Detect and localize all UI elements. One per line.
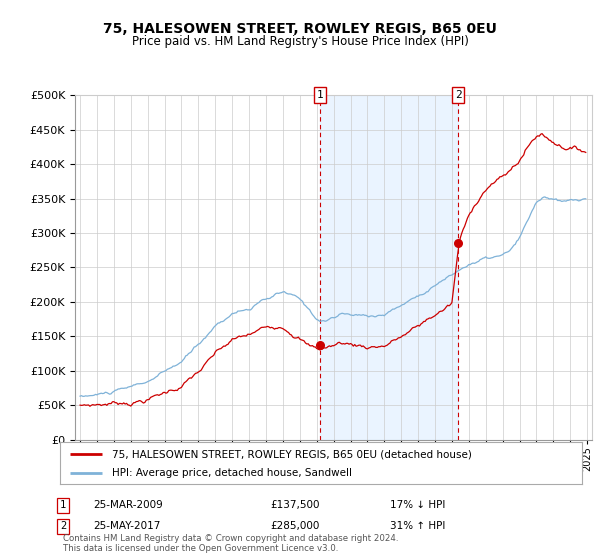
Text: HPI: Average price, detached house, Sandwell: HPI: Average price, detached house, Sand…: [112, 468, 352, 478]
Text: 2: 2: [60, 521, 66, 531]
Text: 17% ↓ HPI: 17% ↓ HPI: [390, 500, 445, 510]
Text: 1: 1: [60, 500, 66, 510]
Bar: [320, 95, 458, 440]
Point: [316, 340, 325, 349]
Point: [454, 239, 463, 248]
Text: 25-MAR-2009: 25-MAR-2009: [93, 500, 163, 510]
Text: Price paid vs. HM Land Registry's House Price Index (HPI): Price paid vs. HM Land Registry's House …: [131, 35, 469, 48]
Text: 75, HALESOWEN STREET, ROWLEY REGIS, B65 0EU (detached house): 75, HALESOWEN STREET, ROWLEY REGIS, B65 …: [112, 449, 472, 459]
Text: £137,500: £137,500: [270, 500, 320, 510]
Text: 1: 1: [317, 90, 323, 100]
Text: Contains HM Land Registry data © Crown copyright and database right 2024.
This d: Contains HM Land Registry data © Crown c…: [63, 534, 398, 553]
Text: 31% ↑ HPI: 31% ↑ HPI: [390, 521, 445, 531]
Text: £285,000: £285,000: [270, 521, 319, 531]
Text: 25-MAY-2017: 25-MAY-2017: [93, 521, 160, 531]
Text: 2: 2: [455, 90, 462, 100]
Text: 75, HALESOWEN STREET, ROWLEY REGIS, B65 0EU: 75, HALESOWEN STREET, ROWLEY REGIS, B65 …: [103, 22, 497, 36]
